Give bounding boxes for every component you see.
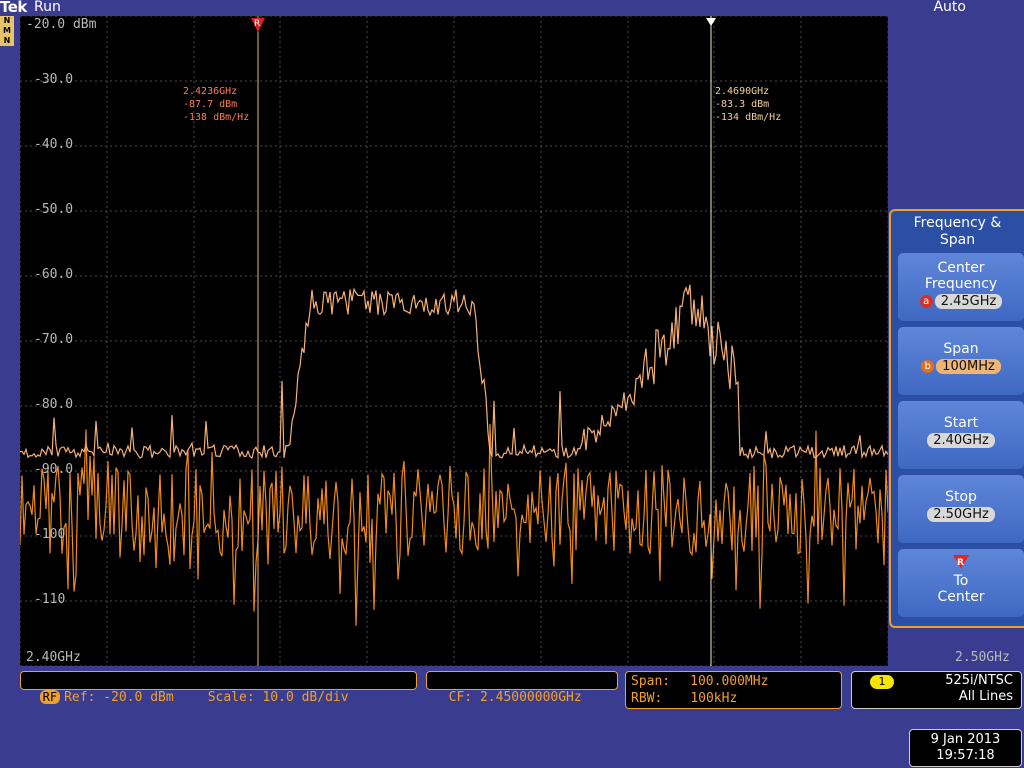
- trigger-readout[interactable]: 1 525i/NTSC All Lines: [851, 671, 1022, 709]
- date-time-display: 9 Jan 2013 19:57:18: [909, 729, 1022, 767]
- spectrum-graticule: R: [20, 16, 888, 666]
- trigger-lines: All Lines: [958, 689, 1013, 704]
- active-marker-amplitude: -83.3 dBm: [715, 99, 770, 110]
- scale-readout: Scale: 10.0 dB/div: [207, 690, 349, 705]
- ref-level-readout: Ref: -20.0 dBm: [64, 690, 174, 705]
- max-hold-trace: [20, 284, 888, 460]
- menu-title: Frequency & Span: [913, 215, 1002, 248]
- y-axis-label: -40.0: [34, 137, 74, 152]
- reference-marker-frequency: 2.4236GHz: [183, 86, 238, 97]
- marker-r-icon: R: [953, 555, 969, 569]
- y-axis-label: -100: [34, 527, 66, 542]
- active-marker-readout: 2.4690GHz -83.3 dBm -134 dBm/Hz: [715, 85, 781, 124]
- center-frequency-button[interactable]: Center Frequency a 2.45GHz: [898, 253, 1024, 321]
- reference-marker-icon[interactable]: [251, 18, 265, 32]
- stop-button[interactable]: Stop 2.50GHz: [898, 475, 1024, 543]
- span-label: Span: [943, 341, 979, 357]
- span-value: 100MHz: [936, 359, 1001, 374]
- knob-a-icon: a: [919, 294, 933, 308]
- reference-marker-glyph: R: [254, 19, 260, 29]
- span-button[interactable]: Span b 100MHz: [898, 327, 1024, 395]
- cf-readout: CF: 2.45000000GHz: [448, 690, 582, 705]
- to-center-button[interactable]: R To Center: [898, 549, 1024, 617]
- y-axis-label: -80.0: [34, 397, 74, 412]
- active-marker-icon[interactable]: [706, 18, 716, 26]
- knob-b-icon: b: [921, 359, 935, 373]
- rf-badge: RF: [39, 690, 61, 704]
- live-trace: [20, 423, 888, 626]
- date-readout: 9 Jan 2013: [930, 732, 1001, 747]
- stop-value: 2.50GHz: [927, 507, 995, 522]
- acquisition-state: Run: [34, 0, 61, 15]
- start-button[interactable]: Start 2.40GHz: [898, 401, 1024, 469]
- ref-level-label: -20.0 dBm: [26, 17, 97, 32]
- trigger-standard: 525i/NTSC: [945, 673, 1013, 688]
- y-axis-label: -60.0: [34, 267, 74, 282]
- to-center-label: To Center: [937, 573, 985, 605]
- active-marker-frequency: 2.4690GHz: [715, 86, 770, 97]
- top-status-bar: Tek Run Auto: [0, 0, 1024, 16]
- trigger-channel-badge: 1: [870, 675, 894, 689]
- span-readout-label: Span:: [631, 674, 671, 689]
- center-frequency-value: 2.45GHz: [934, 294, 1003, 309]
- active-marker-density: -134 dBm/Hz: [715, 112, 782, 123]
- reference-marker-amplitude: -87.7 dBm: [183, 99, 238, 110]
- spectrum-display[interactable]: R: [20, 16, 888, 666]
- span-rbw-readout[interactable]: Span: 100.000MHz RBW: 100kHz: [625, 671, 842, 709]
- frequency-span-menu: Frequency & Span Center Frequency a 2.45G…: [889, 209, 1024, 628]
- reference-marker-readout: 2.4236GHz -87.7 dBm -138 dBm/Hz: [183, 85, 249, 124]
- rbw-readout-value: 100kHz: [690, 691, 738, 706]
- y-axis-label: -70.0: [34, 332, 74, 347]
- stop-label: Stop: [945, 489, 977, 505]
- mode-indicator: N M N: [0, 16, 14, 46]
- time-readout: 19:57:18: [936, 748, 995, 763]
- rbw-readout-label: RBW:: [631, 691, 663, 706]
- center-frequency-label: Center Frequency: [924, 260, 998, 292]
- start-label: Start: [943, 415, 979, 431]
- x-stop-label: 2.50GHz: [955, 650, 1010, 665]
- brand-logo: Tek: [0, 0, 27, 16]
- y-axis-label: -90.0: [34, 462, 74, 477]
- trigger-mode: Auto: [933, 0, 966, 15]
- x-start-label: 2.40GHz: [26, 650, 81, 665]
- reference-scale-readout[interactable]: RF Ref: -20.0 dBm Scale: 10.0 dB/div: [20, 671, 417, 705]
- y-axis-label: -50.0: [34, 202, 74, 217]
- center-frequency-readout[interactable]: CF: 2.45000000GHz: [426, 671, 618, 705]
- y-axis-label: -110: [34, 592, 66, 607]
- start-value: 2.40GHz: [927, 433, 995, 448]
- span-readout-value: 100.000MHz: [690, 674, 769, 689]
- y-axis-label: -30.0: [34, 72, 74, 87]
- reference-marker-density: -138 dBm/Hz: [183, 112, 250, 123]
